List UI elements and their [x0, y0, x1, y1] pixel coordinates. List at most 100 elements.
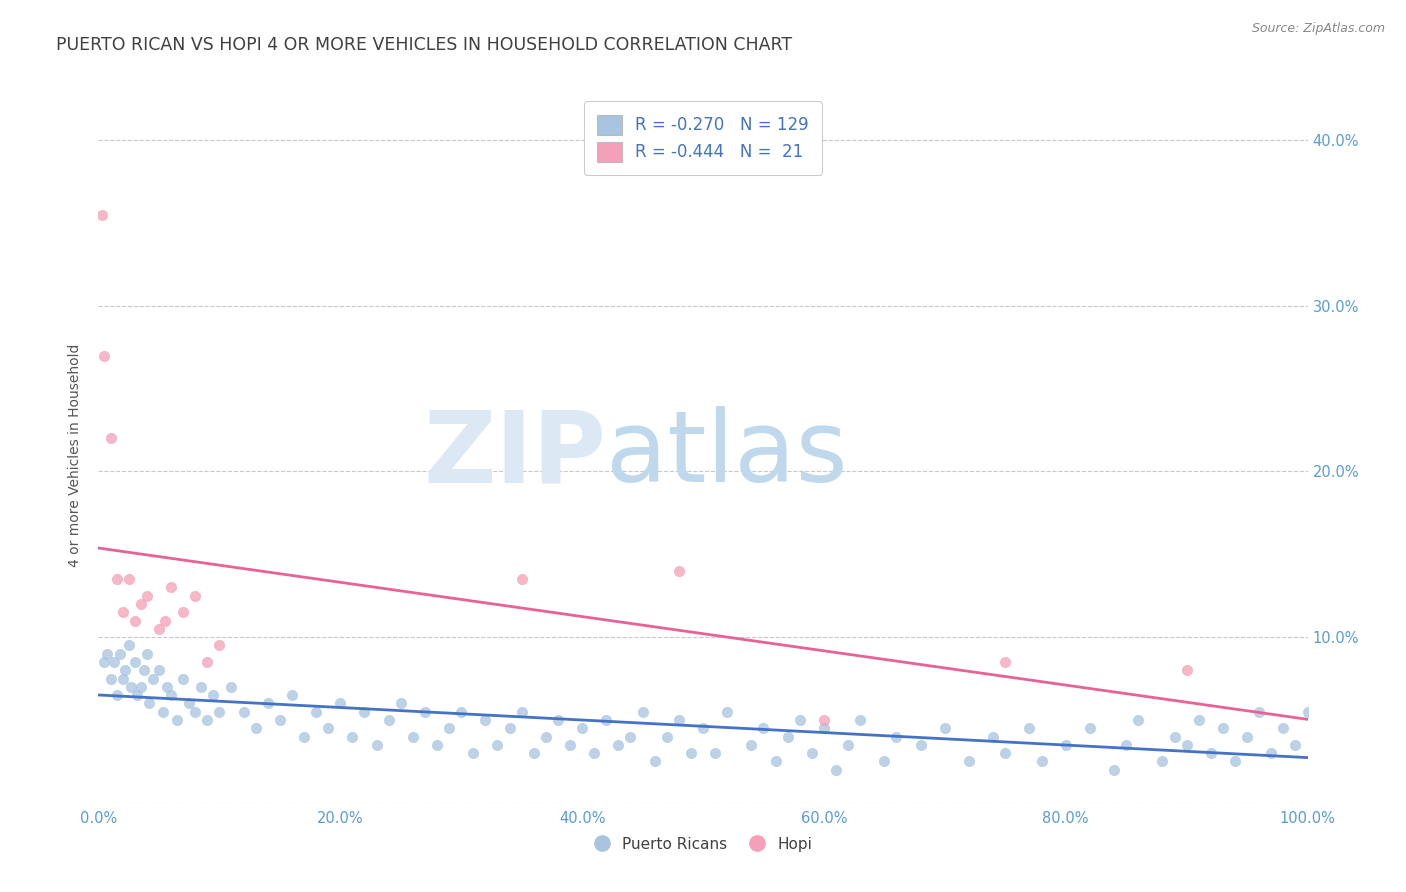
Point — [1188, 713, 1211, 727]
Point — [813, 721, 835, 735]
Point — [129, 597, 152, 611]
Point — [172, 605, 194, 619]
Point — [1175, 738, 1198, 752]
Point — [1302, 730, 1324, 744]
Point — [704, 746, 727, 760]
Point — [1272, 721, 1295, 735]
Point — [837, 738, 859, 752]
Point — [644, 755, 666, 769]
Point — [437, 721, 460, 735]
Point — [118, 572, 141, 586]
Point — [1223, 755, 1246, 769]
Point — [631, 705, 654, 719]
Point — [849, 713, 872, 727]
Point — [426, 738, 449, 752]
Point — [789, 713, 811, 727]
Point — [179, 697, 201, 711]
Point — [184, 705, 207, 719]
Point — [981, 730, 1004, 744]
Text: Source: ZipAtlas.com: Source: ZipAtlas.com — [1251, 22, 1385, 36]
Point — [583, 746, 606, 760]
Point — [114, 663, 136, 677]
Y-axis label: 4 or more Vehicles in Household: 4 or more Vehicles in Household — [69, 343, 83, 566]
Point — [716, 705, 738, 719]
Point — [934, 721, 956, 735]
Point — [534, 730, 557, 744]
Point — [655, 730, 678, 744]
Legend: Puerto Ricans, Hopi: Puerto Ricans, Hopi — [588, 830, 818, 858]
Point — [152, 705, 174, 719]
Point — [692, 721, 714, 735]
Point — [160, 688, 183, 702]
Point — [292, 730, 315, 744]
Point — [103, 655, 125, 669]
Point — [510, 572, 533, 586]
Point — [1236, 730, 1258, 744]
Point — [366, 738, 388, 752]
Text: ZIP: ZIP — [423, 407, 606, 503]
Point — [740, 738, 762, 752]
Point — [389, 697, 412, 711]
Point — [96, 647, 118, 661]
Point — [1296, 705, 1319, 719]
Point — [800, 746, 823, 760]
Point — [124, 655, 146, 669]
Point — [245, 721, 267, 735]
Point — [221, 680, 243, 694]
Point — [1102, 763, 1125, 777]
Point — [135, 647, 157, 661]
Text: PUERTO RICAN VS HOPI 4 OR MORE VEHICLES IN HOUSEHOLD CORRELATION CHART: PUERTO RICAN VS HOPI 4 OR MORE VEHICLES … — [56, 36, 793, 54]
Point — [619, 730, 641, 744]
Point — [752, 721, 775, 735]
Point — [1249, 705, 1271, 719]
Point — [825, 763, 848, 777]
Point — [957, 755, 980, 769]
Point — [668, 713, 690, 727]
Point — [190, 680, 212, 694]
Point — [498, 721, 520, 735]
Point — [607, 738, 630, 752]
Point — [108, 647, 131, 661]
Point — [1212, 721, 1234, 735]
Point — [93, 655, 115, 669]
Point — [195, 655, 218, 669]
Point — [1152, 755, 1174, 769]
Point — [160, 581, 183, 595]
Point — [118, 639, 141, 653]
Point — [886, 730, 908, 744]
Point — [463, 746, 485, 760]
Point — [93, 349, 115, 363]
Point — [523, 746, 546, 760]
Point — [208, 705, 231, 719]
Point — [1163, 730, 1185, 744]
Point — [765, 755, 787, 769]
Point — [776, 730, 799, 744]
Point — [413, 705, 436, 719]
Point — [202, 688, 225, 702]
Point — [342, 730, 364, 744]
Point — [1199, 746, 1222, 760]
Point — [1078, 721, 1101, 735]
Point — [1309, 746, 1331, 760]
Point — [1128, 713, 1150, 727]
Point — [100, 672, 122, 686]
Point — [994, 746, 1017, 760]
Point — [135, 589, 157, 603]
Point — [595, 713, 617, 727]
Point — [1175, 663, 1198, 677]
Point — [156, 680, 179, 694]
Point — [474, 713, 496, 727]
Point — [510, 705, 533, 719]
Point — [873, 755, 896, 769]
Point — [679, 746, 702, 760]
Point — [994, 655, 1017, 669]
Point — [129, 680, 152, 694]
Point — [111, 672, 134, 686]
Point — [377, 713, 399, 727]
Point — [450, 705, 472, 719]
Point — [813, 713, 835, 727]
Point — [316, 721, 339, 735]
Point — [184, 589, 207, 603]
Point — [105, 572, 128, 586]
Point — [558, 738, 581, 752]
